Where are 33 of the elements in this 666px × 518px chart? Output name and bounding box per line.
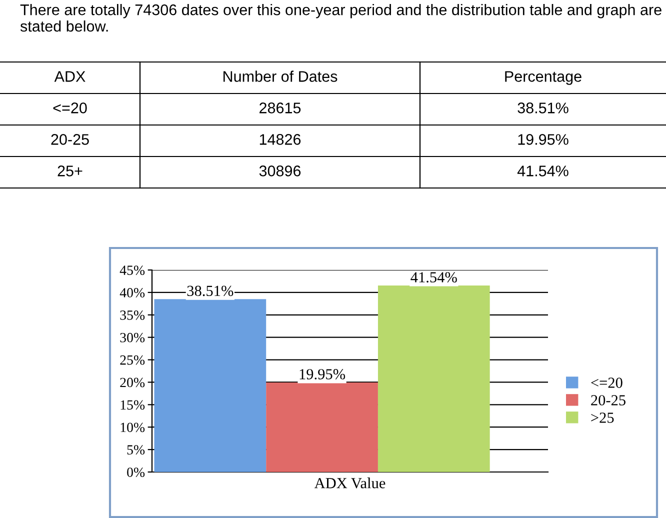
legend-label: <=20 bbox=[591, 378, 622, 388]
y-tick-label: 45% bbox=[120, 266, 145, 275]
legend-label: >25 bbox=[591, 412, 614, 423]
text: 38.51% bbox=[518, 102, 568, 114]
text: 19.95% bbox=[300, 369, 346, 380]
y-tick-label: 5% bbox=[127, 445, 145, 455]
x-axis-title: ADX Value bbox=[314, 478, 386, 488]
y-tick-label: 10% bbox=[120, 422, 145, 432]
y-tick-label: 20% bbox=[120, 378, 145, 388]
text: There are totally 74306 dates over this one-year period and the distribution table and graph are stated below. bbox=[20, 4, 662, 32]
bar bbox=[266, 382, 378, 472]
text: 14826 bbox=[260, 134, 301, 145]
y-tick-label: 25% bbox=[120, 355, 145, 365]
text: 25+ bbox=[58, 166, 82, 176]
text: 38.51% bbox=[187, 286, 234, 296]
legend-label: 20-25 bbox=[591, 395, 626, 406]
bar bbox=[154, 299, 266, 472]
text: 28615 bbox=[260, 102, 301, 114]
y-tick-label: 0% bbox=[127, 468, 145, 477]
text: Number of Dates bbox=[224, 70, 338, 82]
text: <=20 bbox=[53, 102, 87, 114]
y-tick-label: 35% bbox=[120, 310, 145, 320]
text: 41.54% bbox=[517, 166, 568, 176]
y-tick-label: 15% bbox=[120, 400, 145, 410]
y-tick-label: 30% bbox=[120, 332, 145, 342]
text: 20-25 bbox=[51, 134, 89, 145]
text: 19.95% bbox=[518, 134, 568, 145]
y-tick-label: 40% bbox=[120, 288, 145, 298]
text: Percentage bbox=[505, 71, 582, 85]
text: 41.54% bbox=[410, 272, 457, 282]
bar bbox=[378, 286, 490, 472]
text: 30896 bbox=[259, 166, 301, 176]
text: ADX bbox=[54, 71, 86, 82]
